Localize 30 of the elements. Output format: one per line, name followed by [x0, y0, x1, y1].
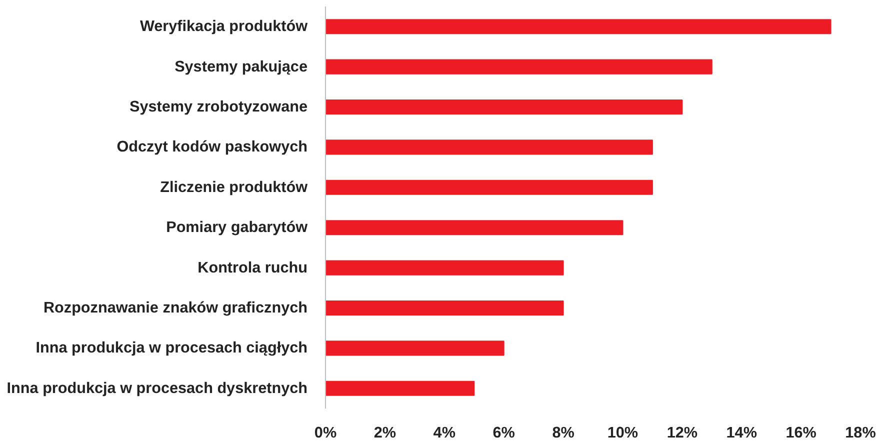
x-tick-label: 2%	[374, 424, 396, 442]
y-tick-label: Odczyt kodów paskowych	[116, 138, 308, 156]
bar	[326, 59, 712, 74]
y-tick-label: Pomiary gabarytów	[166, 219, 308, 236]
bar	[326, 19, 832, 34]
bar	[326, 340, 504, 356]
y-tick-label: Systemy pakujące	[174, 58, 308, 76]
x-tick-label: 6%	[492, 424, 516, 442]
x-tick-label: 18%	[845, 424, 876, 442]
y-tick-label: Weryfikacja produktów	[140, 18, 308, 36]
bar	[326, 99, 683, 115]
x-tick-label: 0%	[314, 424, 337, 442]
bar	[326, 180, 653, 195]
y-tick-label: Zliczenie produktów	[160, 178, 308, 196]
x-tick-label: 16%	[786, 424, 817, 442]
y-tick-label: Kontrola ruchu	[198, 259, 308, 276]
y-tick-label: Rozpoznawanie znaków graficznych	[43, 300, 308, 316]
y-tick-label: Systemy zrobotyzowane	[129, 98, 308, 116]
bar	[326, 380, 475, 396]
x-tick-label: 4%	[433, 424, 456, 442]
bar	[326, 220, 624, 236]
bar	[326, 260, 564, 276]
y-tick-label: Inna produkcja w procesach dyskretnych	[6, 380, 308, 397]
bar	[326, 300, 564, 316]
y-tick-label: Inna produkcja w procesach ciągłych	[36, 340, 308, 357]
x-tick-label: 12%	[666, 424, 698, 442]
x-tick-label: 10%	[607, 424, 638, 442]
x-tick-label: 8%	[552, 424, 575, 442]
bar	[326, 140, 653, 155]
x-tick-label: 14%	[726, 424, 758, 442]
